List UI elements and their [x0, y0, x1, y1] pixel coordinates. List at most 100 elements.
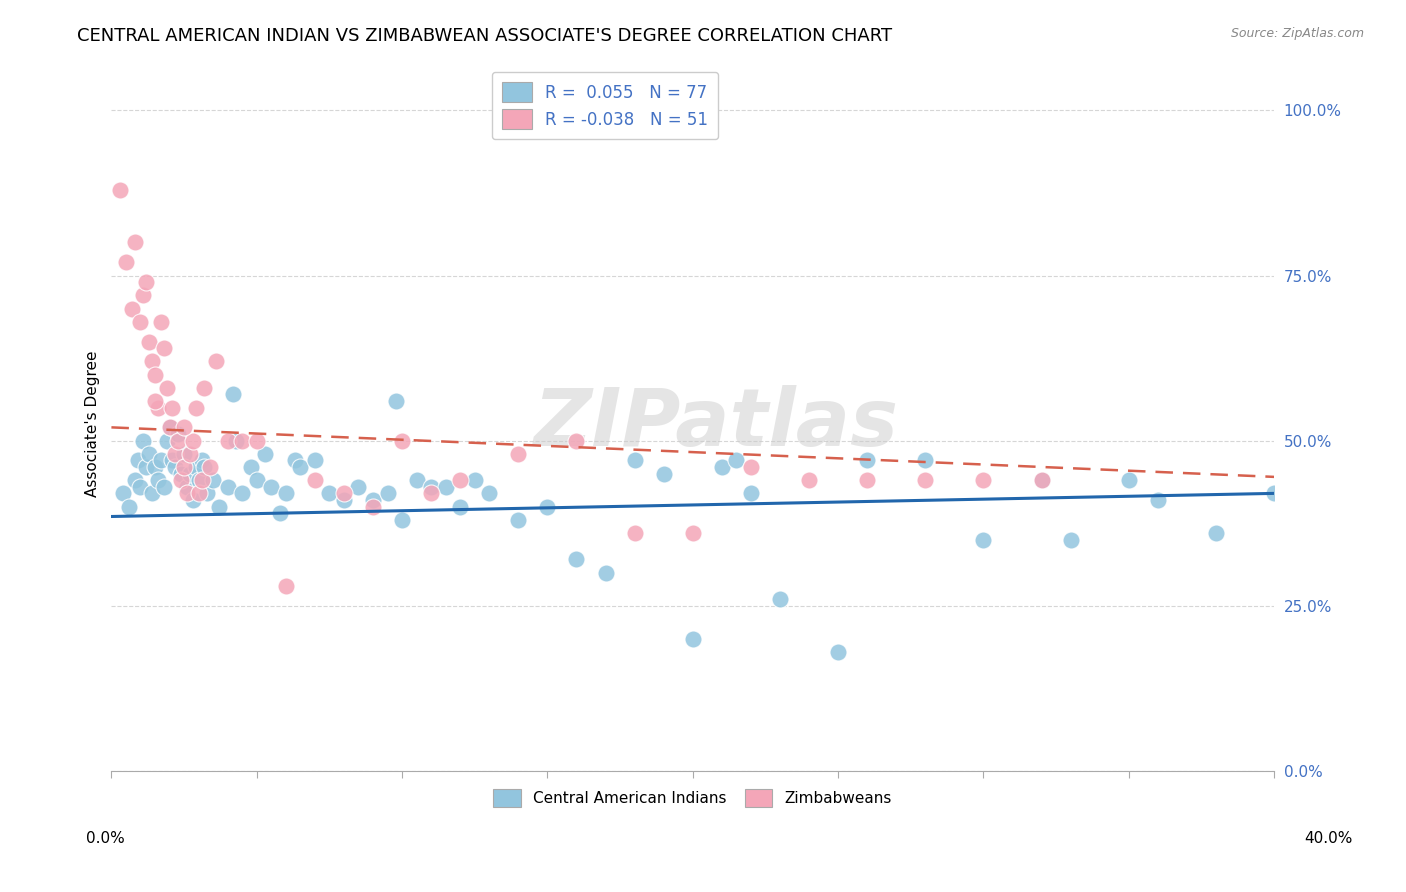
Point [623, 453, 645, 467]
Point [159, 420, 181, 434]
Point [176, 480, 198, 494]
Point [274, 486, 297, 500]
Point [361, 500, 384, 514]
Y-axis label: Associate's Degree: Associate's Degree [86, 351, 100, 498]
Point [202, 473, 225, 487]
Point [827, 645, 849, 659]
Point [478, 486, 501, 500]
Point [239, 460, 262, 475]
Point [124, 473, 146, 487]
Point [508, 447, 530, 461]
Point [146, 401, 169, 415]
Point [231, 434, 253, 448]
Point [231, 486, 253, 500]
Point [205, 354, 228, 368]
Point [118, 500, 141, 514]
Point [217, 434, 239, 448]
Point [187, 473, 209, 487]
Point [623, 526, 645, 541]
Point [420, 486, 443, 500]
Point [115, 255, 138, 269]
Point [347, 480, 370, 494]
Point [129, 480, 152, 494]
Point [121, 301, 143, 316]
Point [385, 394, 408, 409]
Point [149, 315, 172, 329]
Point [856, 473, 879, 487]
Point [159, 420, 181, 434]
Point [176, 486, 198, 500]
Point [179, 467, 201, 481]
Point [856, 453, 879, 467]
Point [129, 315, 152, 329]
Point [187, 486, 209, 500]
Point [170, 467, 193, 481]
Point [449, 473, 471, 487]
Point [162, 401, 184, 415]
Point [361, 493, 384, 508]
Point [184, 401, 207, 415]
Point [405, 473, 427, 487]
Point [304, 453, 326, 467]
Point [222, 387, 245, 401]
Point [420, 480, 443, 494]
Point [1118, 473, 1140, 487]
Point [304, 473, 326, 487]
Point [1031, 473, 1053, 487]
Point [167, 427, 190, 442]
Point [156, 381, 179, 395]
Legend: Central American Indians, Zimbabweans: Central American Indians, Zimbabweans [486, 781, 900, 815]
Point [184, 460, 207, 475]
Point [200, 460, 222, 475]
Point [146, 473, 169, 487]
Point [132, 434, 155, 448]
Point [152, 480, 174, 494]
Point [181, 493, 204, 508]
Point [682, 526, 704, 541]
Point [165, 447, 187, 461]
Point [740, 460, 762, 475]
Point [112, 486, 135, 500]
Point [274, 579, 297, 593]
Point [193, 381, 215, 395]
Point [1205, 526, 1227, 541]
Point [132, 288, 155, 302]
Point [141, 354, 163, 368]
Point [141, 486, 163, 500]
Point [173, 447, 195, 461]
Point [797, 473, 820, 487]
Text: ZIPatlas: ZIPatlas [533, 385, 898, 463]
Point [135, 275, 157, 289]
Point [318, 486, 340, 500]
Point [127, 453, 149, 467]
Point [652, 467, 675, 481]
Point [595, 566, 617, 580]
Point [143, 394, 166, 409]
Point [181, 434, 204, 448]
Point [167, 434, 190, 448]
Point [972, 533, 994, 547]
Point [565, 552, 588, 566]
Point [179, 447, 201, 461]
Point [434, 480, 457, 494]
Point [156, 434, 179, 448]
Point [138, 447, 160, 461]
Point [283, 453, 305, 467]
Point [208, 500, 231, 514]
Text: CENTRAL AMERICAN INDIAN VS ZIMBABWEAN ASSOCIATE'S DEGREE CORRELATION CHART: CENTRAL AMERICAN INDIAN VS ZIMBABWEAN AS… [77, 27, 893, 45]
Point [710, 460, 733, 475]
Point [162, 453, 184, 467]
Point [149, 453, 172, 467]
Text: Source: ZipAtlas.com: Source: ZipAtlas.com [1230, 27, 1364, 40]
Point [138, 334, 160, 349]
Point [170, 473, 193, 487]
Point [152, 341, 174, 355]
Point [391, 513, 413, 527]
Point [260, 480, 283, 494]
Text: 40.0%: 40.0% [1305, 831, 1353, 846]
Point [377, 486, 399, 500]
Point [914, 453, 936, 467]
Point [449, 500, 471, 514]
Point [193, 460, 215, 475]
Point [536, 500, 558, 514]
